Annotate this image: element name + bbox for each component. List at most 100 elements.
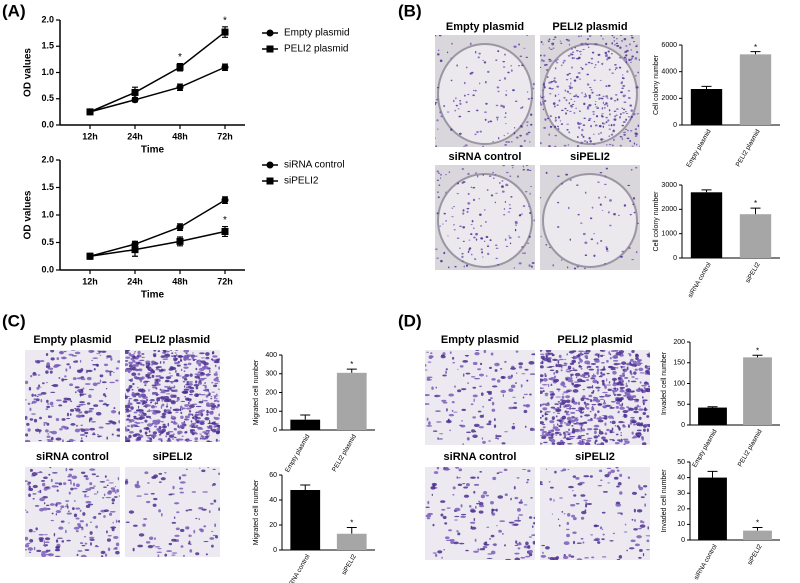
cell [139, 429, 142, 432]
cell [487, 253, 489, 254]
cell [492, 509, 494, 512]
cell [613, 139, 615, 142]
cell [579, 482, 584, 484]
cell [434, 102, 437, 103]
cell [171, 422, 177, 423]
cell [105, 497, 111, 498]
cell [526, 481, 528, 483]
cell [215, 372, 217, 373]
cell [134, 393, 137, 394]
cell [567, 353, 568, 355]
cell [624, 375, 625, 377]
cell [617, 470, 620, 472]
cell [77, 554, 79, 556]
cell [473, 394, 478, 397]
cell [572, 397, 574, 399]
cell [161, 513, 163, 517]
cell [600, 172, 603, 173]
cell [131, 378, 133, 382]
cell [621, 82, 622, 84]
cell [495, 258, 498, 259]
cell [161, 429, 163, 430]
cell [594, 397, 598, 400]
cell [593, 233, 595, 234]
cell [539, 142, 542, 144]
cell [161, 477, 166, 480]
cell [209, 370, 211, 373]
cell [463, 486, 468, 488]
cell [135, 369, 139, 371]
cell [619, 47, 621, 49]
cell [488, 441, 491, 442]
cell [608, 51, 610, 53]
cell [48, 433, 49, 435]
cell [628, 90, 631, 91]
cell [612, 34, 614, 36]
cell [512, 167, 513, 169]
cell [572, 54, 574, 56]
cell [176, 511, 179, 513]
cell [66, 418, 70, 419]
cell [580, 426, 582, 429]
cell [77, 523, 81, 525]
cell [602, 512, 606, 514]
bar [691, 192, 722, 258]
cell [548, 353, 554, 355]
cell [460, 516, 466, 518]
cell [460, 365, 464, 367]
cell [443, 252, 445, 254]
cell [151, 476, 156, 479]
cell [518, 236, 520, 237]
cell [450, 351, 452, 354]
cell [639, 417, 642, 420]
cell [509, 175, 511, 177]
cell [632, 432, 634, 435]
cell [549, 93, 551, 94]
cell [575, 477, 579, 480]
cell [547, 118, 549, 119]
cell [153, 545, 155, 547]
cell [450, 129, 452, 131]
cell [35, 505, 39, 507]
cell [137, 437, 141, 440]
cell [82, 512, 85, 516]
cell [577, 214, 579, 216]
cell [509, 237, 512, 239]
cell [590, 377, 593, 379]
cell [538, 417, 542, 419]
cell [588, 369, 594, 371]
cell [550, 385, 552, 386]
cell [458, 484, 462, 486]
cell [29, 408, 31, 411]
cell [598, 197, 600, 199]
cell [445, 174, 446, 175]
cell [578, 350, 584, 352]
cell [210, 403, 213, 404]
cell [136, 409, 140, 411]
cell [133, 399, 138, 402]
cell [461, 388, 467, 390]
cell [48, 550, 50, 552]
cell [511, 165, 514, 166]
cell [113, 522, 114, 524]
cell [452, 401, 455, 403]
cell [589, 87, 592, 88]
cell [600, 132, 601, 133]
cell [605, 43, 607, 45]
cell [545, 244, 547, 245]
cell [505, 112, 506, 114]
cell [27, 482, 30, 485]
cell [472, 94, 475, 96]
cell [465, 550, 469, 552]
cell [611, 53, 613, 54]
cell [592, 111, 595, 113]
cell [480, 548, 483, 550]
cell [105, 554, 107, 557]
cell [620, 384, 625, 386]
cell [473, 227, 475, 229]
cell [518, 547, 521, 549]
cell [463, 146, 464, 147]
cell [433, 484, 435, 488]
photo-label: PELI2 plasmid [135, 334, 210, 346]
cell [69, 366, 70, 369]
